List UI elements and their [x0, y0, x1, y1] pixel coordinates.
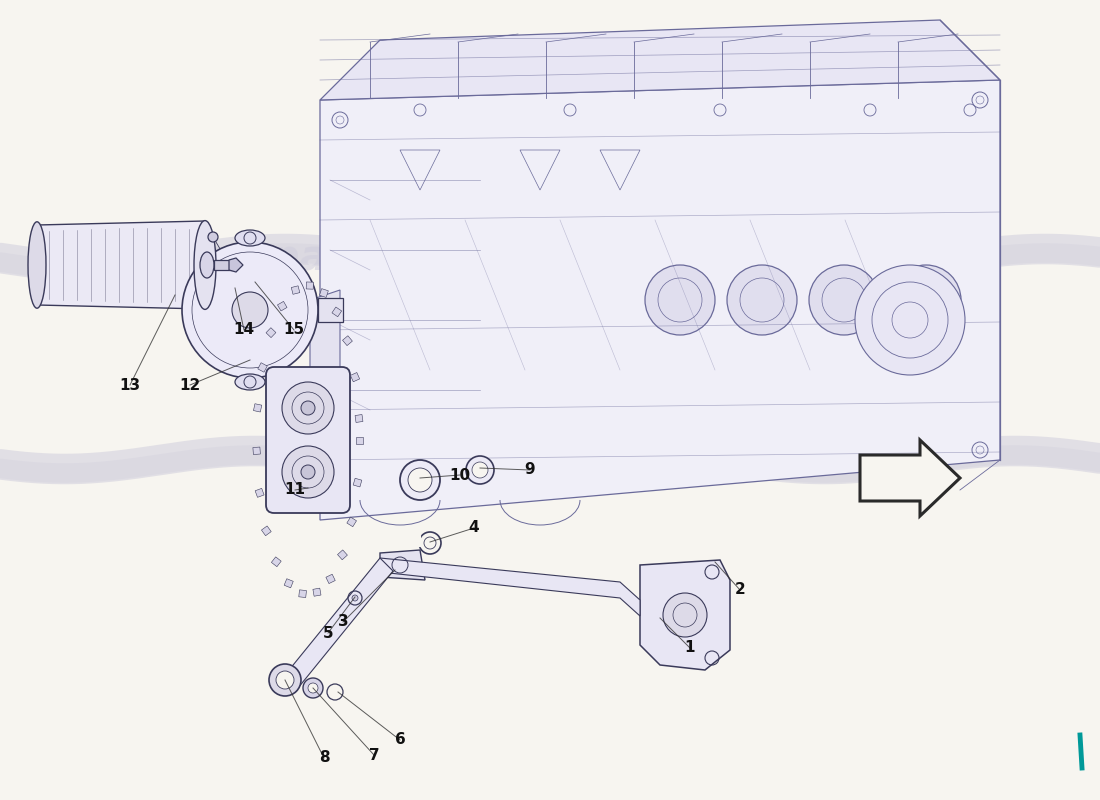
Circle shape [182, 242, 318, 378]
Polygon shape [312, 588, 321, 596]
Text: eurospares: eurospares [618, 439, 881, 481]
Polygon shape [255, 488, 264, 498]
Text: 2: 2 [735, 582, 746, 598]
Polygon shape [353, 478, 362, 487]
Polygon shape [356, 437, 363, 443]
Circle shape [663, 593, 707, 637]
Polygon shape [379, 550, 425, 580]
Polygon shape [332, 307, 342, 317]
Circle shape [208, 232, 218, 242]
Polygon shape [253, 447, 261, 454]
Text: 6: 6 [395, 733, 406, 747]
Ellipse shape [235, 374, 265, 390]
Circle shape [282, 382, 334, 434]
Polygon shape [285, 558, 393, 688]
Polygon shape [253, 404, 262, 412]
Polygon shape [257, 362, 267, 372]
Polygon shape [262, 526, 272, 536]
Polygon shape [272, 557, 282, 566]
Bar [214, 260, 236, 270]
Circle shape [270, 664, 301, 696]
Circle shape [352, 595, 358, 601]
Text: 3: 3 [338, 614, 349, 630]
Text: 13: 13 [120, 378, 141, 393]
Ellipse shape [200, 252, 214, 278]
Text: 14: 14 [233, 322, 254, 338]
Polygon shape [229, 258, 243, 272]
Polygon shape [346, 517, 356, 526]
Circle shape [466, 456, 494, 484]
Polygon shape [860, 440, 960, 516]
Polygon shape [299, 590, 307, 598]
Text: 7: 7 [368, 747, 379, 762]
Polygon shape [320, 80, 1000, 520]
Polygon shape [326, 574, 336, 583]
Polygon shape [940, 20, 1000, 80]
Polygon shape [37, 221, 205, 309]
Ellipse shape [28, 222, 46, 308]
Text: 15: 15 [284, 322, 305, 338]
Circle shape [302, 678, 323, 698]
Ellipse shape [235, 230, 265, 246]
Text: 9: 9 [525, 462, 536, 478]
Text: 4: 4 [469, 521, 480, 535]
Text: eurospares: eurospares [139, 237, 402, 279]
Polygon shape [319, 289, 328, 298]
Bar [318, 298, 343, 322]
Text: 8: 8 [319, 750, 329, 766]
Polygon shape [320, 20, 1000, 100]
Circle shape [645, 265, 715, 335]
Polygon shape [284, 578, 294, 588]
Polygon shape [306, 282, 313, 289]
Polygon shape [351, 373, 360, 382]
Text: 12: 12 [179, 378, 200, 393]
FancyBboxPatch shape [266, 367, 350, 513]
Circle shape [727, 265, 798, 335]
Polygon shape [266, 328, 276, 338]
Polygon shape [292, 286, 300, 294]
Text: 11: 11 [285, 482, 306, 498]
Circle shape [282, 446, 334, 498]
Circle shape [400, 460, 440, 500]
Polygon shape [355, 414, 363, 422]
Polygon shape [379, 558, 640, 616]
Circle shape [301, 465, 315, 479]
Polygon shape [310, 290, 340, 390]
Circle shape [472, 462, 488, 478]
Circle shape [301, 401, 315, 415]
Circle shape [855, 265, 965, 375]
Circle shape [808, 265, 879, 335]
Circle shape [308, 683, 318, 693]
Circle shape [232, 292, 268, 328]
Polygon shape [640, 560, 730, 670]
Circle shape [891, 265, 961, 335]
Text: 1: 1 [684, 641, 695, 655]
Polygon shape [342, 336, 352, 346]
Polygon shape [277, 302, 287, 311]
Ellipse shape [194, 221, 216, 310]
Circle shape [408, 468, 432, 492]
Circle shape [276, 671, 294, 689]
Text: 5: 5 [322, 626, 333, 641]
Polygon shape [338, 550, 348, 560]
Text: 10: 10 [450, 467, 471, 482]
